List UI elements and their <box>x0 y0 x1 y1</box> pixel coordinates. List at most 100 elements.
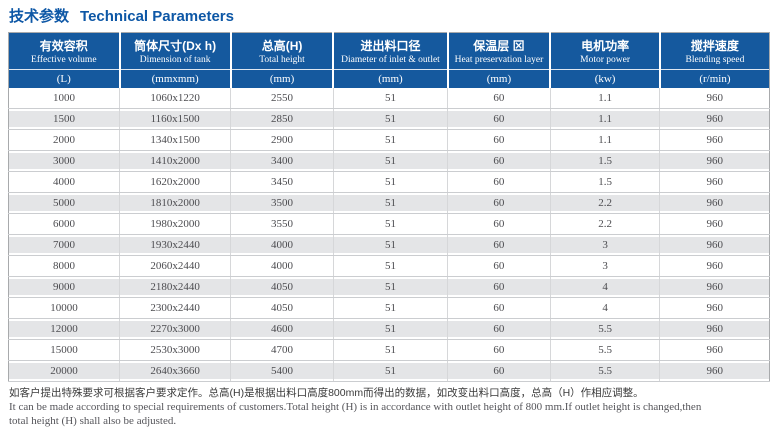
column-label-en: Total height <box>259 55 305 65</box>
column-unit: (mm) <box>378 73 403 85</box>
table-cell: 2000 <box>8 129 120 151</box>
table-row: 20000 2640x3660 5400 51 60 5.5 960 <box>8 360 770 382</box>
table-cell: 4000 <box>230 255 334 277</box>
table-cell: 60 <box>447 150 551 172</box>
table-cell: 1.1 <box>549 129 660 151</box>
column-label-zh: 搅拌速度 <box>690 39 739 53</box>
table-cell: 60 <box>447 88 551 109</box>
table-cell: 4 <box>549 297 660 319</box>
column-unit: (r/min) <box>699 73 731 85</box>
table-cell: 9000 <box>8 276 120 298</box>
column-unit: (mm) <box>486 73 512 85</box>
table-cell: 7000 <box>8 234 120 256</box>
table-cell: 60 <box>447 360 551 382</box>
table-cell: 960 <box>659 255 770 277</box>
table-cell: 60 <box>447 192 551 214</box>
table-cell: 5400 <box>230 360 334 382</box>
table-row: 12000 2270x3000 4600 51 60 5.5 960 <box>8 318 770 340</box>
column-header-tank-dimension: 筒体尺寸(Dx h) Dimension of tank (mmxmm) <box>118 32 231 88</box>
table-cell: 5.5 <box>549 360 660 382</box>
table-cell: 2180x2440 <box>119 276 231 298</box>
table-cell: 960 <box>659 213 770 235</box>
table-cell: 60 <box>447 318 551 340</box>
table-cell: 2850 <box>230 108 334 130</box>
column-unit: (L) <box>56 73 71 85</box>
table-cell: 1340x1500 <box>119 129 231 151</box>
table-cell: 2900 <box>230 129 334 151</box>
table-cell: 1930x2440 <box>119 234 231 256</box>
table-cell: 20000 <box>8 360 120 382</box>
table-cell: 60 <box>447 171 551 193</box>
page-title-zh: 技术参数 <box>9 8 70 25</box>
column-label-zh: 总高(H) <box>261 39 303 53</box>
table-cell: 4 <box>549 276 660 298</box>
table-cell: 2300x2440 <box>119 297 231 319</box>
table-cell: 2.2 <box>549 213 660 235</box>
table-row: 3000 1410x2000 3400 51 60 1.5 960 <box>8 150 770 172</box>
column-unit: (mm) <box>269 73 295 85</box>
table-cell: 960 <box>659 171 770 193</box>
table-cell: 4050 <box>230 276 334 298</box>
table-cell: 1.1 <box>549 108 660 130</box>
table-row: 2000 1340x1500 2900 51 60 1.1 960 <box>8 129 770 151</box>
table-cell: 1.1 <box>549 88 660 109</box>
table-row: 15000 2530x3000 4700 51 60 5.5 960 <box>8 339 770 361</box>
table-row: 1000 1060x1220 2550 51 60 1.1 960 <box>8 88 770 109</box>
table-body: 1000 1060x1220 2550 51 60 1.1 960 1500 1160x1500… <box>8 88 770 382</box>
table-cell: 960 <box>659 108 770 130</box>
table-cell: 51 <box>332 276 448 298</box>
table-cell: 51 <box>332 150 448 172</box>
table-cell: 4050 <box>230 297 334 319</box>
table-header: 有效容积 Effective volume (L) 筒体尺寸(Dx h) Dim… <box>8 32 770 88</box>
table-cell: 1500 <box>8 108 120 130</box>
table-row: 1500 1160x1500 2850 51 60 1.1 960 <box>8 108 770 130</box>
column-header-motor-power: 电机功率 Motor power (kw) <box>549 32 660 88</box>
table-cell: 51 <box>332 108 448 130</box>
column-label-zh: 进出料口径 <box>360 39 421 53</box>
table-cell: 1810x2000 <box>119 192 231 214</box>
column-header-inlet-outlet-diameter: 进出料口径 Diameter of inlet & outlet (mm) <box>332 32 448 88</box>
column-label-zh: 电机功率 <box>581 39 630 53</box>
table-cell: 5.5 <box>549 339 660 361</box>
table-cell: 960 <box>659 150 770 172</box>
table-cell: 4600 <box>230 318 334 340</box>
footnote-english-line1: It can be made according to special requ… <box>9 401 702 413</box>
table-cell: 5.5 <box>549 318 660 340</box>
table-cell: 3 <box>549 234 660 256</box>
footnote-chinese: 如客户提出特殊要求可根据客户要求定作。总高(H)是根据出料口高度800mm而得出… <box>9 387 644 399</box>
table-cell: 60 <box>447 276 551 298</box>
table-cell: 2550 <box>230 88 334 109</box>
table-cell: 960 <box>659 297 770 319</box>
table-cell: 2640x3660 <box>119 360 231 382</box>
table-cell: 3500 <box>230 192 334 214</box>
table-cell: 960 <box>659 360 770 382</box>
column-label-zh: 有效容积 <box>39 39 88 53</box>
table-cell: 960 <box>659 276 770 298</box>
table-cell: 1980x2000 <box>119 213 231 235</box>
table-cell: 51 <box>332 360 448 382</box>
table-cell: 12000 <box>8 318 120 340</box>
footnote-english-line2: total height (H) shall also be adjusted. <box>9 415 177 427</box>
column-header-effective-volume: 有效容积 Effective volume (L) <box>8 32 120 88</box>
table-cell: 960 <box>659 318 770 340</box>
table-cell: 60 <box>447 234 551 256</box>
table-cell: 1160x1500 <box>119 108 231 130</box>
table-cell: 3550 <box>230 213 334 235</box>
table-cell: 2.2 <box>549 192 660 214</box>
table-cell: 2060x2440 <box>119 255 231 277</box>
table-cell: 5000 <box>8 192 120 214</box>
table-cell: 2530x3000 <box>119 339 231 361</box>
column-label-zh: 保温层 ⊠ <box>473 39 525 53</box>
column-label-en: Motor power <box>580 55 631 65</box>
table-cell: 6000 <box>8 213 120 235</box>
table-cell: 2270x3000 <box>119 318 231 340</box>
table-cell: 60 <box>447 108 551 130</box>
column-unit: (kw) <box>594 73 616 85</box>
table-cell: 51 <box>332 213 448 235</box>
table-cell: 51 <box>332 339 448 361</box>
table-cell: 960 <box>659 339 770 361</box>
column-label-en: Blending speed <box>685 55 745 65</box>
table-cell: 51 <box>332 88 448 109</box>
table-row: 6000 1980x2000 3550 51 60 2.2 960 <box>8 213 770 235</box>
